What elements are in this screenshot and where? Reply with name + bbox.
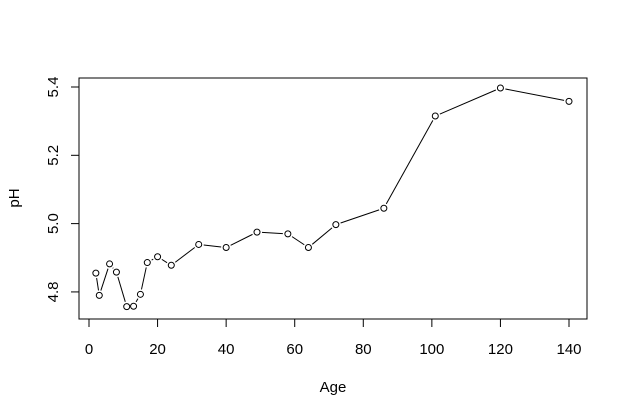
y-tick-label: 5.2 [45,145,62,166]
y-tick-label: 5.0 [45,213,62,234]
data-point [167,261,175,269]
series-line-segment [311,227,333,245]
y-tick-label: 5.4 [45,77,62,98]
data-point [304,244,312,252]
series-line-segment [96,278,100,291]
data-point [112,268,120,276]
data-point [222,244,230,252]
data-point [92,269,100,277]
data-point [130,302,138,310]
data-point [123,303,131,311]
series-line-segment [117,276,126,302]
series-line-segment [340,209,380,224]
data-point [284,230,292,238]
series-line-segment [203,244,222,248]
series-line-segment [135,298,139,303]
x-tick-label: 40 [218,341,235,358]
data-point [106,260,114,268]
series-line-segment [439,89,497,115]
data-point [565,97,573,105]
x-tick-label: 0 [85,341,93,358]
data-point [431,112,439,120]
y-axis: 4.8 5.0 5.2 5.4 [45,77,80,302]
series-line-segment [291,236,305,246]
data-point [496,84,504,92]
data-point [253,228,261,236]
series-line-segment [140,267,147,290]
data-point [154,253,162,261]
series-line-segment [230,233,253,246]
series-line-segment [385,120,434,205]
y-tick-label: 4.8 [45,281,62,302]
x-tick-label: 20 [149,341,166,358]
x-tick-label: 100 [419,341,444,358]
x-tick-label: 120 [488,341,513,358]
y-axis-label: pH [6,188,23,207]
x-tick-label: 60 [286,341,303,358]
series-line-segment [261,231,283,235]
data-point [195,240,203,248]
x-tick-label: 140 [556,341,581,358]
series-line-segment [151,258,154,261]
data-point [332,221,340,229]
data-point [380,204,388,212]
x-tick-label: 80 [355,341,372,358]
data-point [136,290,144,298]
data-point [95,291,103,299]
series-line-segment [100,268,109,291]
series-line-segment [505,88,565,101]
data-point [143,259,151,267]
x-axis: 0 20 40 60 80 100 120 140 [85,318,582,358]
series-layer [92,84,573,311]
series-line-segment [161,258,168,264]
x-axis-label: Age [320,379,347,396]
plot-frame [78,77,588,320]
series-line-segment [174,247,196,263]
